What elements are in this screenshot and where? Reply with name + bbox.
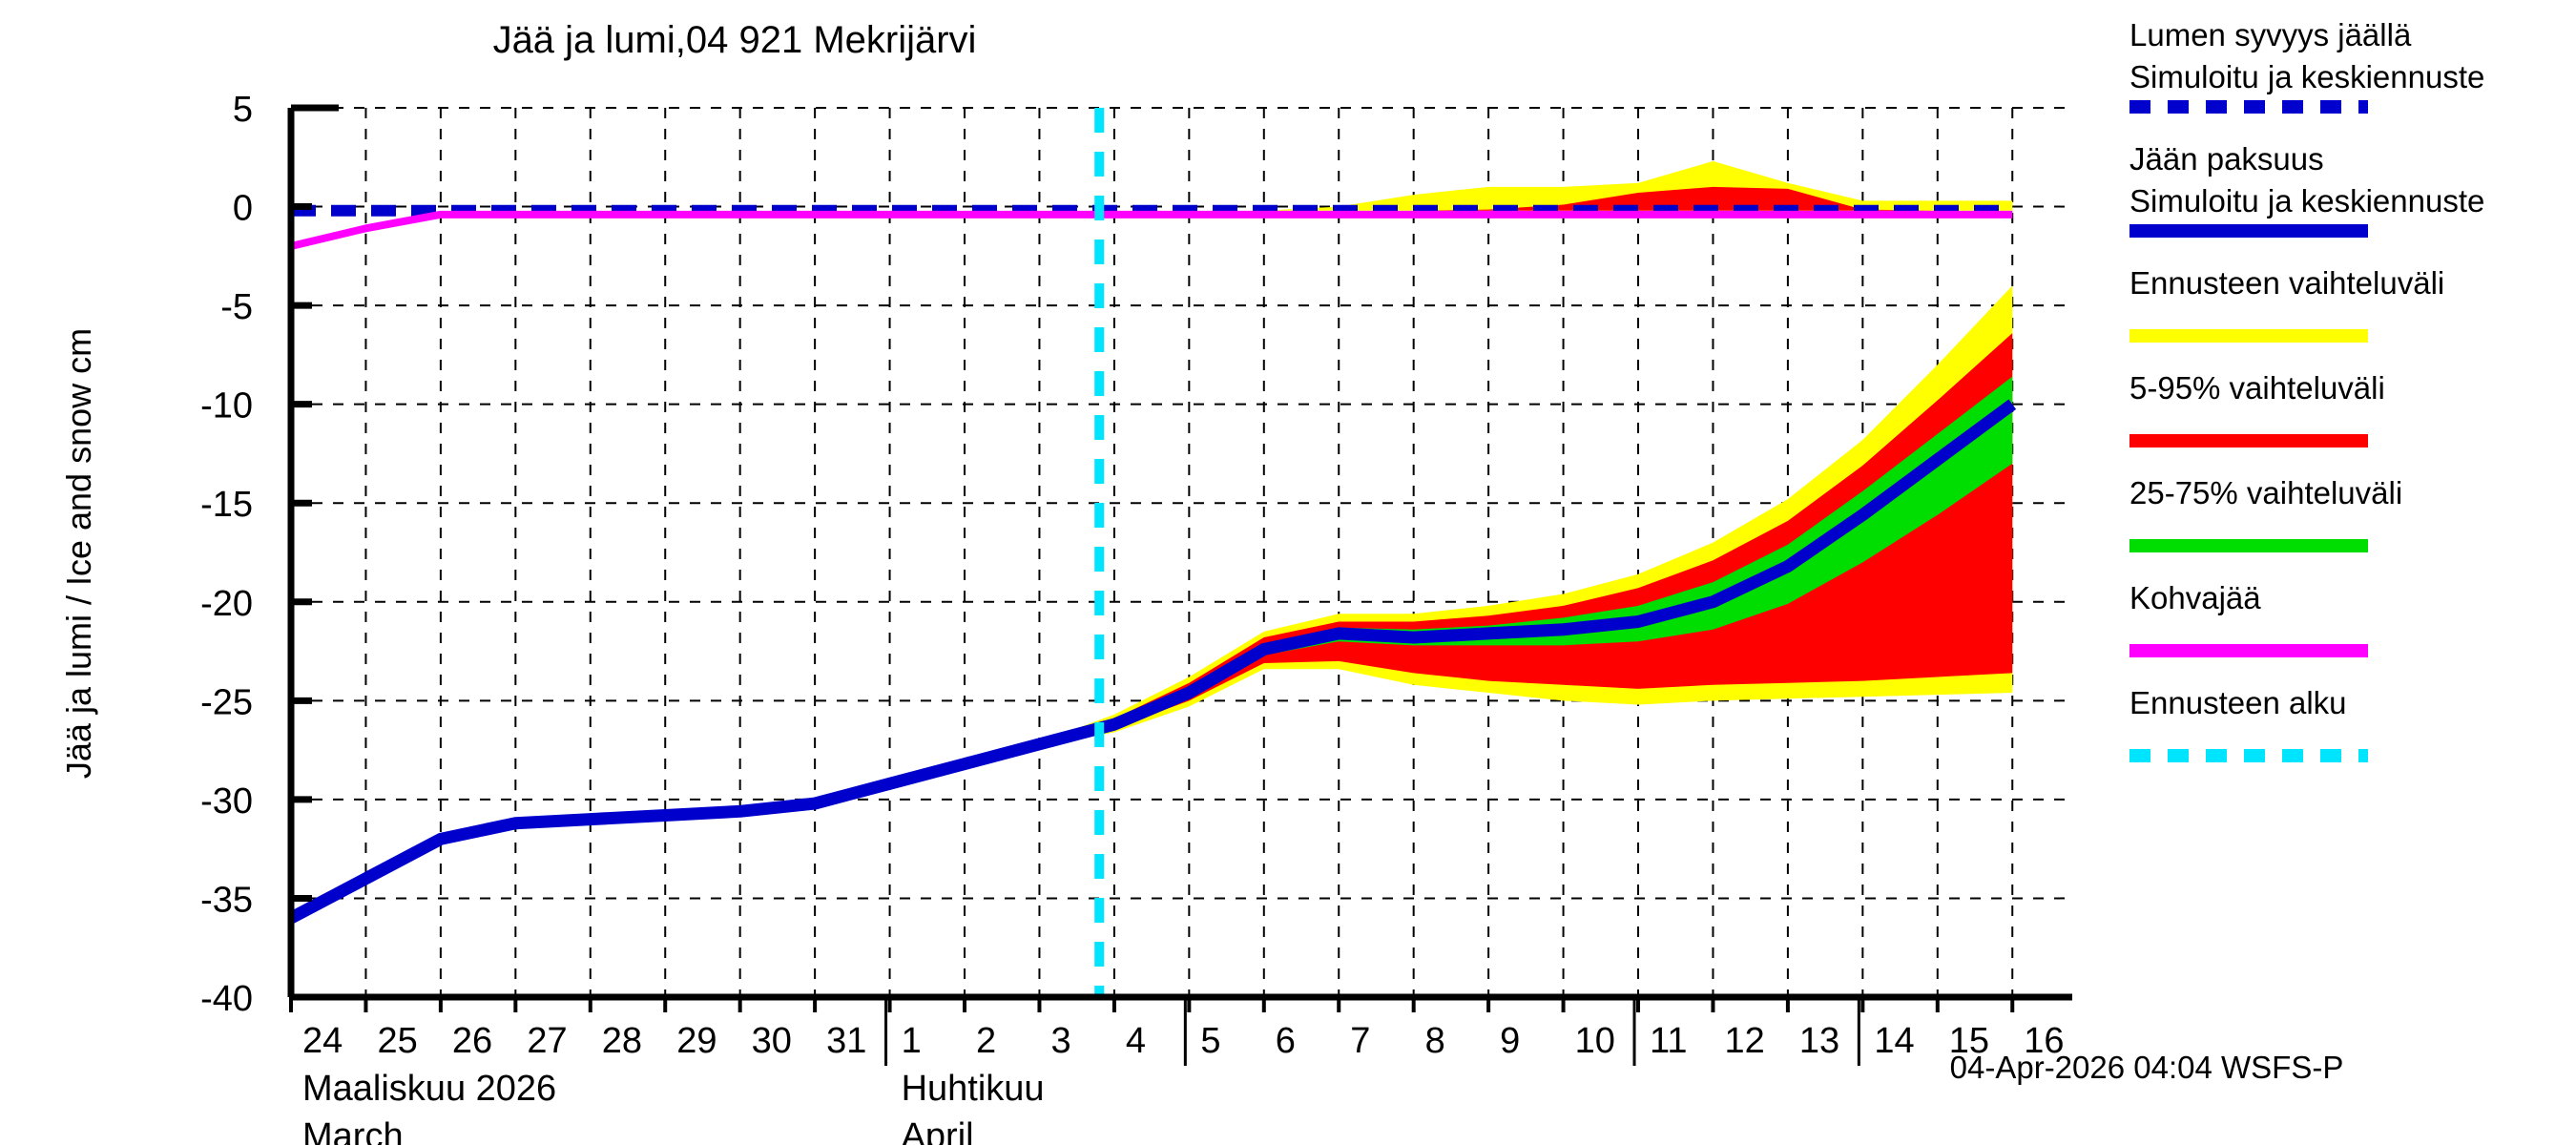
x-axis-ticks: 24 25 26 27 28 29 30 31 1 2 3 4 5 6 7 8 9 10 11 12 13 14 15 16 bbox=[289, 997, 2065, 1061]
x-tick-label: 28 bbox=[602, 1021, 642, 1061]
y-tick-label: 5 bbox=[233, 90, 253, 130]
x-tick-label: 10 bbox=[1575, 1021, 1615, 1061]
legend-item-title: 5-95% vaihteluväli bbox=[2129, 370, 2385, 406]
x-month-label-fi: Maaliskuu 2026 bbox=[302, 1069, 556, 1109]
legend-item-title: Lumen syvyys jäällä bbox=[2129, 17, 2412, 52]
x-tick-label: 13 bbox=[1799, 1021, 1839, 1061]
x-month-label-en: April bbox=[902, 1116, 974, 1145]
y-tick-label: -10 bbox=[200, 386, 253, 427]
legend-item-title: Ennusteen alku bbox=[2129, 685, 2347, 720]
x-tick-label: 2 bbox=[976, 1021, 996, 1061]
page-title: Jää ja lumi,04 921 Mekrijärvi bbox=[493, 19, 977, 61]
y-tick-label: -20 bbox=[200, 584, 253, 624]
x-tick-label: 3 bbox=[1050, 1021, 1070, 1061]
legend-item-title: Jään paksuus bbox=[2129, 141, 2324, 177]
y-tick-label: -35 bbox=[200, 880, 253, 920]
x-tick-label: 9 bbox=[1500, 1021, 1520, 1061]
y-tick-label: -30 bbox=[200, 781, 253, 822]
x-month-label-fi: Huhtikuu bbox=[902, 1069, 1045, 1109]
grid-lines bbox=[291, 107, 2072, 997]
legend-item-title: Ennusteen vaihteluväli bbox=[2129, 265, 2444, 301]
x-tick-label: 16 bbox=[2024, 1021, 2064, 1061]
x-tick-label: 1 bbox=[902, 1021, 922, 1061]
y-tick-label: -15 bbox=[200, 485, 253, 525]
x-tick-label: 6 bbox=[1276, 1021, 1296, 1061]
x-tick-label: 30 bbox=[752, 1021, 792, 1061]
y-tick-label: -5 bbox=[220, 287, 253, 327]
series-line bbox=[287, 399, 2017, 924]
x-tick-label: 12 bbox=[1724, 1021, 1764, 1061]
y-axis-label: Jää ja lumi / Ice and snow cm bbox=[59, 328, 98, 779]
legend-item-title: 25-75% vaihteluväli bbox=[2129, 475, 2402, 510]
y-tick-label: -40 bbox=[200, 979, 253, 1019]
y-tick-label: 0 bbox=[233, 189, 253, 229]
legend-item-title: Kohvajää bbox=[2129, 580, 2261, 615]
x-tick-label: 24 bbox=[302, 1021, 343, 1061]
series-lines bbox=[287, 204, 2017, 924]
y-tick-label: -25 bbox=[200, 682, 253, 722]
band-snow-ff0000 bbox=[1039, 186, 2013, 211]
x-tick-label: 5 bbox=[1200, 1021, 1220, 1061]
series-line bbox=[290, 210, 2013, 250]
x-tick-label: 15 bbox=[1949, 1021, 1989, 1061]
x-tick-label: 27 bbox=[527, 1021, 567, 1061]
x-tick-label: 26 bbox=[452, 1021, 492, 1061]
y-axis-ticks: 5 0 -5 -10 -15 -20 -25 -30 -35 -40 bbox=[200, 90, 312, 1019]
legend-item-subtitle: Simuloitu ja keskiennuste bbox=[2129, 59, 2484, 94]
chart-legend: Lumen syvyys jäällä Simuloitu ja keskienn… bbox=[2129, 17, 2484, 762]
x-month-label-en: March bbox=[302, 1116, 404, 1145]
x-tick-label: 7 bbox=[1350, 1021, 1370, 1061]
footer-timestamp: 04-Apr-2026 04:04 WSFS-P bbox=[1950, 1050, 2344, 1085]
x-tick-label: 11 bbox=[1650, 1021, 1687, 1061]
x-tick-label: 8 bbox=[1425, 1021, 1445, 1061]
x-tick-label: 25 bbox=[377, 1021, 417, 1061]
x-tick-label: 4 bbox=[1126, 1021, 1146, 1061]
legend-item-subtitle: Simuloitu ja keskiennuste bbox=[2129, 183, 2484, 219]
x-tick-label: 14 bbox=[1874, 1021, 1914, 1061]
band-ice-00dd00 bbox=[1039, 376, 2013, 744]
x-tick-label: 31 bbox=[826, 1021, 866, 1061]
x-tick-label: 29 bbox=[676, 1021, 717, 1061]
